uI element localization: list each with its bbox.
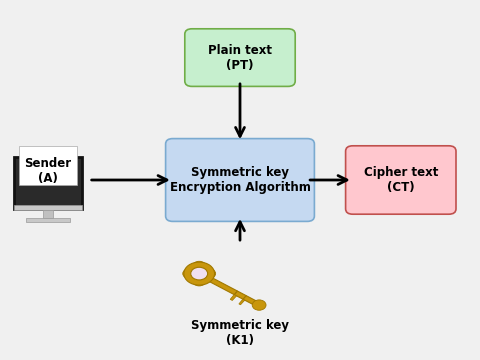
FancyBboxPatch shape — [19, 146, 77, 185]
Polygon shape — [206, 276, 261, 307]
Polygon shape — [230, 291, 238, 301]
Text: Symmetric key
Encryption Algorithm: Symmetric key Encryption Algorithm — [169, 166, 311, 194]
Circle shape — [188, 265, 197, 272]
Circle shape — [184, 262, 215, 285]
Circle shape — [188, 275, 197, 282]
Circle shape — [203, 269, 216, 278]
Bar — [43, 210, 53, 218]
Bar — [26, 218, 70, 222]
FancyBboxPatch shape — [185, 29, 295, 86]
Bar — [14, 205, 82, 210]
Circle shape — [191, 267, 208, 280]
Circle shape — [201, 265, 210, 272]
Circle shape — [201, 275, 210, 282]
FancyBboxPatch shape — [346, 146, 456, 214]
FancyBboxPatch shape — [14, 157, 82, 209]
Circle shape — [193, 276, 205, 286]
Text: Symmetric key
(K1): Symmetric key (K1) — [191, 319, 289, 347]
Circle shape — [193, 261, 205, 271]
Text: Cipher text
(CT): Cipher text (CT) — [364, 166, 438, 194]
Circle shape — [183, 269, 196, 278]
Text: Plain text
(PT): Plain text (PT) — [208, 44, 272, 72]
FancyBboxPatch shape — [166, 139, 314, 221]
Text: Sender
(A): Sender (A) — [24, 157, 72, 185]
Polygon shape — [239, 296, 246, 305]
Circle shape — [252, 300, 266, 310]
